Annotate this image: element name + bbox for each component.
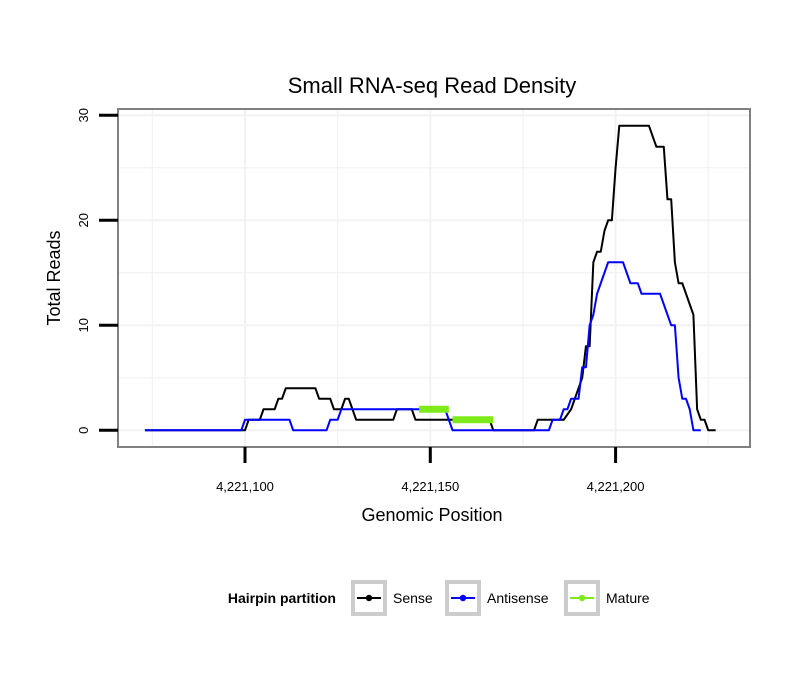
x-tick-label: 4,221,100 <box>216 479 274 494</box>
plot-panel <box>117 108 751 448</box>
x-axis-title: Genomic Position <box>361 505 502 525</box>
y-tick-label: 20 <box>76 213 91 227</box>
legend-label: Mature <box>606 590 650 606</box>
y-axis-title: Total Reads <box>44 230 64 325</box>
x-tick-label: 4,221,200 <box>587 479 645 494</box>
y-tick-label: 30 <box>76 108 91 122</box>
legend-key-point <box>459 594 467 602</box>
y-tick-label: 0 <box>76 427 91 434</box>
legend-key-point <box>578 594 586 602</box>
legend-title: Hairpin partition <box>228 590 336 606</box>
series-line-antisense <box>144 261 701 432</box>
series-line-mature <box>419 405 494 424</box>
legend: Hairpin partition Sense Antisense Mature <box>228 580 650 616</box>
chart-title: Small RNA-seq Read Density <box>288 73 577 98</box>
axes: 4,221,100 4,221,150 4,221,200 0 10 20 30 <box>76 108 645 494</box>
series-layer <box>144 124 716 432</box>
legend-label: Antisense <box>487 590 549 606</box>
legend-entry-antisense: Antisense <box>445 580 549 616</box>
legend-key-point <box>365 594 373 602</box>
legend-entry-sense: Sense <box>351 580 433 616</box>
legend-label: Sense <box>393 590 433 606</box>
x-tick-label: 4,221,150 <box>401 479 459 494</box>
legend-entry-mature: Mature <box>564 580 650 616</box>
series-line-sense <box>144 124 716 432</box>
y-tick-label: 10 <box>76 318 91 332</box>
